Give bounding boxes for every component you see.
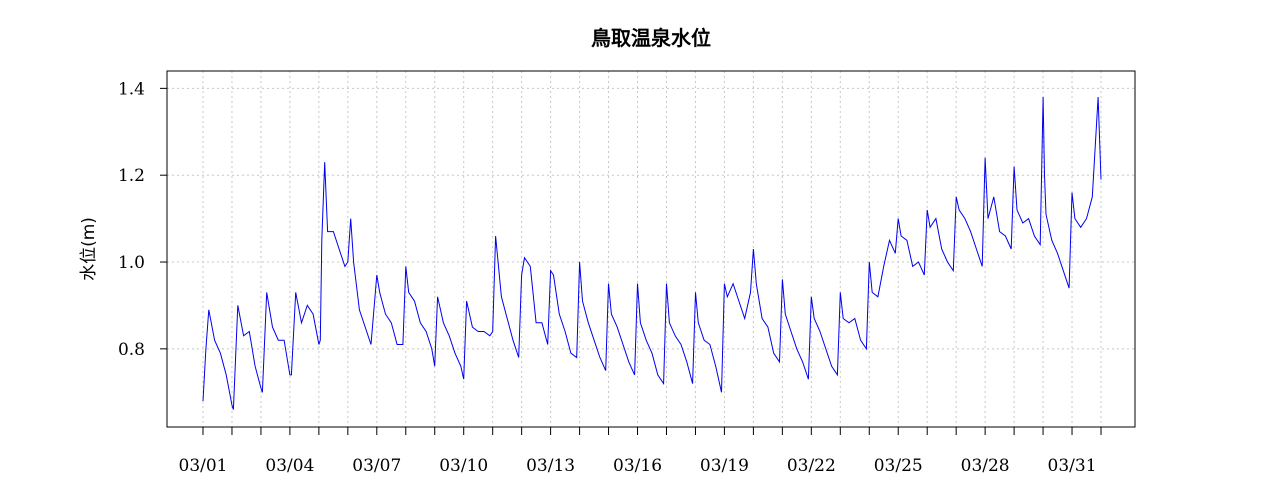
x-tick-label: 03/22 <box>787 456 836 476</box>
y-axis-label: 水位(m) <box>79 217 99 281</box>
y-tick-label: 1.0 <box>118 253 145 273</box>
chart-title: 鳥取温泉水位 <box>591 26 711 50</box>
y-tick-label: 1.4 <box>118 79 145 99</box>
y-axis: 0.8 1.0 1.2 1.4 <box>118 79 167 360</box>
x-tick-label: 03/19 <box>700 456 749 476</box>
y-tick-label: 1.2 <box>118 166 145 186</box>
grid-layer <box>167 71 1135 427</box>
x-tick-label: 03/28 <box>961 456 1010 476</box>
plot-frame <box>166 70 1136 428</box>
y-tick-label: 0.8 <box>118 340 145 360</box>
x-tick-label: 03/31 <box>1048 456 1097 476</box>
x-tick-label: 03/04 <box>265 456 314 476</box>
x-tick-label: 03/16 <box>613 456 662 476</box>
x-tick-label: 03/07 <box>352 456 401 476</box>
x-tick-label: 03/01 <box>179 456 228 476</box>
x-tick-label: 03/25 <box>874 456 923 476</box>
series-line <box>202 96 1102 410</box>
x-tick-label: 03/10 <box>439 456 488 476</box>
x-axis: 03/01 03/04 03/07 03/10 03/13 03/16 03/19 03/22… <box>179 427 1102 476</box>
x-tick-label: 03/13 <box>526 456 575 476</box>
